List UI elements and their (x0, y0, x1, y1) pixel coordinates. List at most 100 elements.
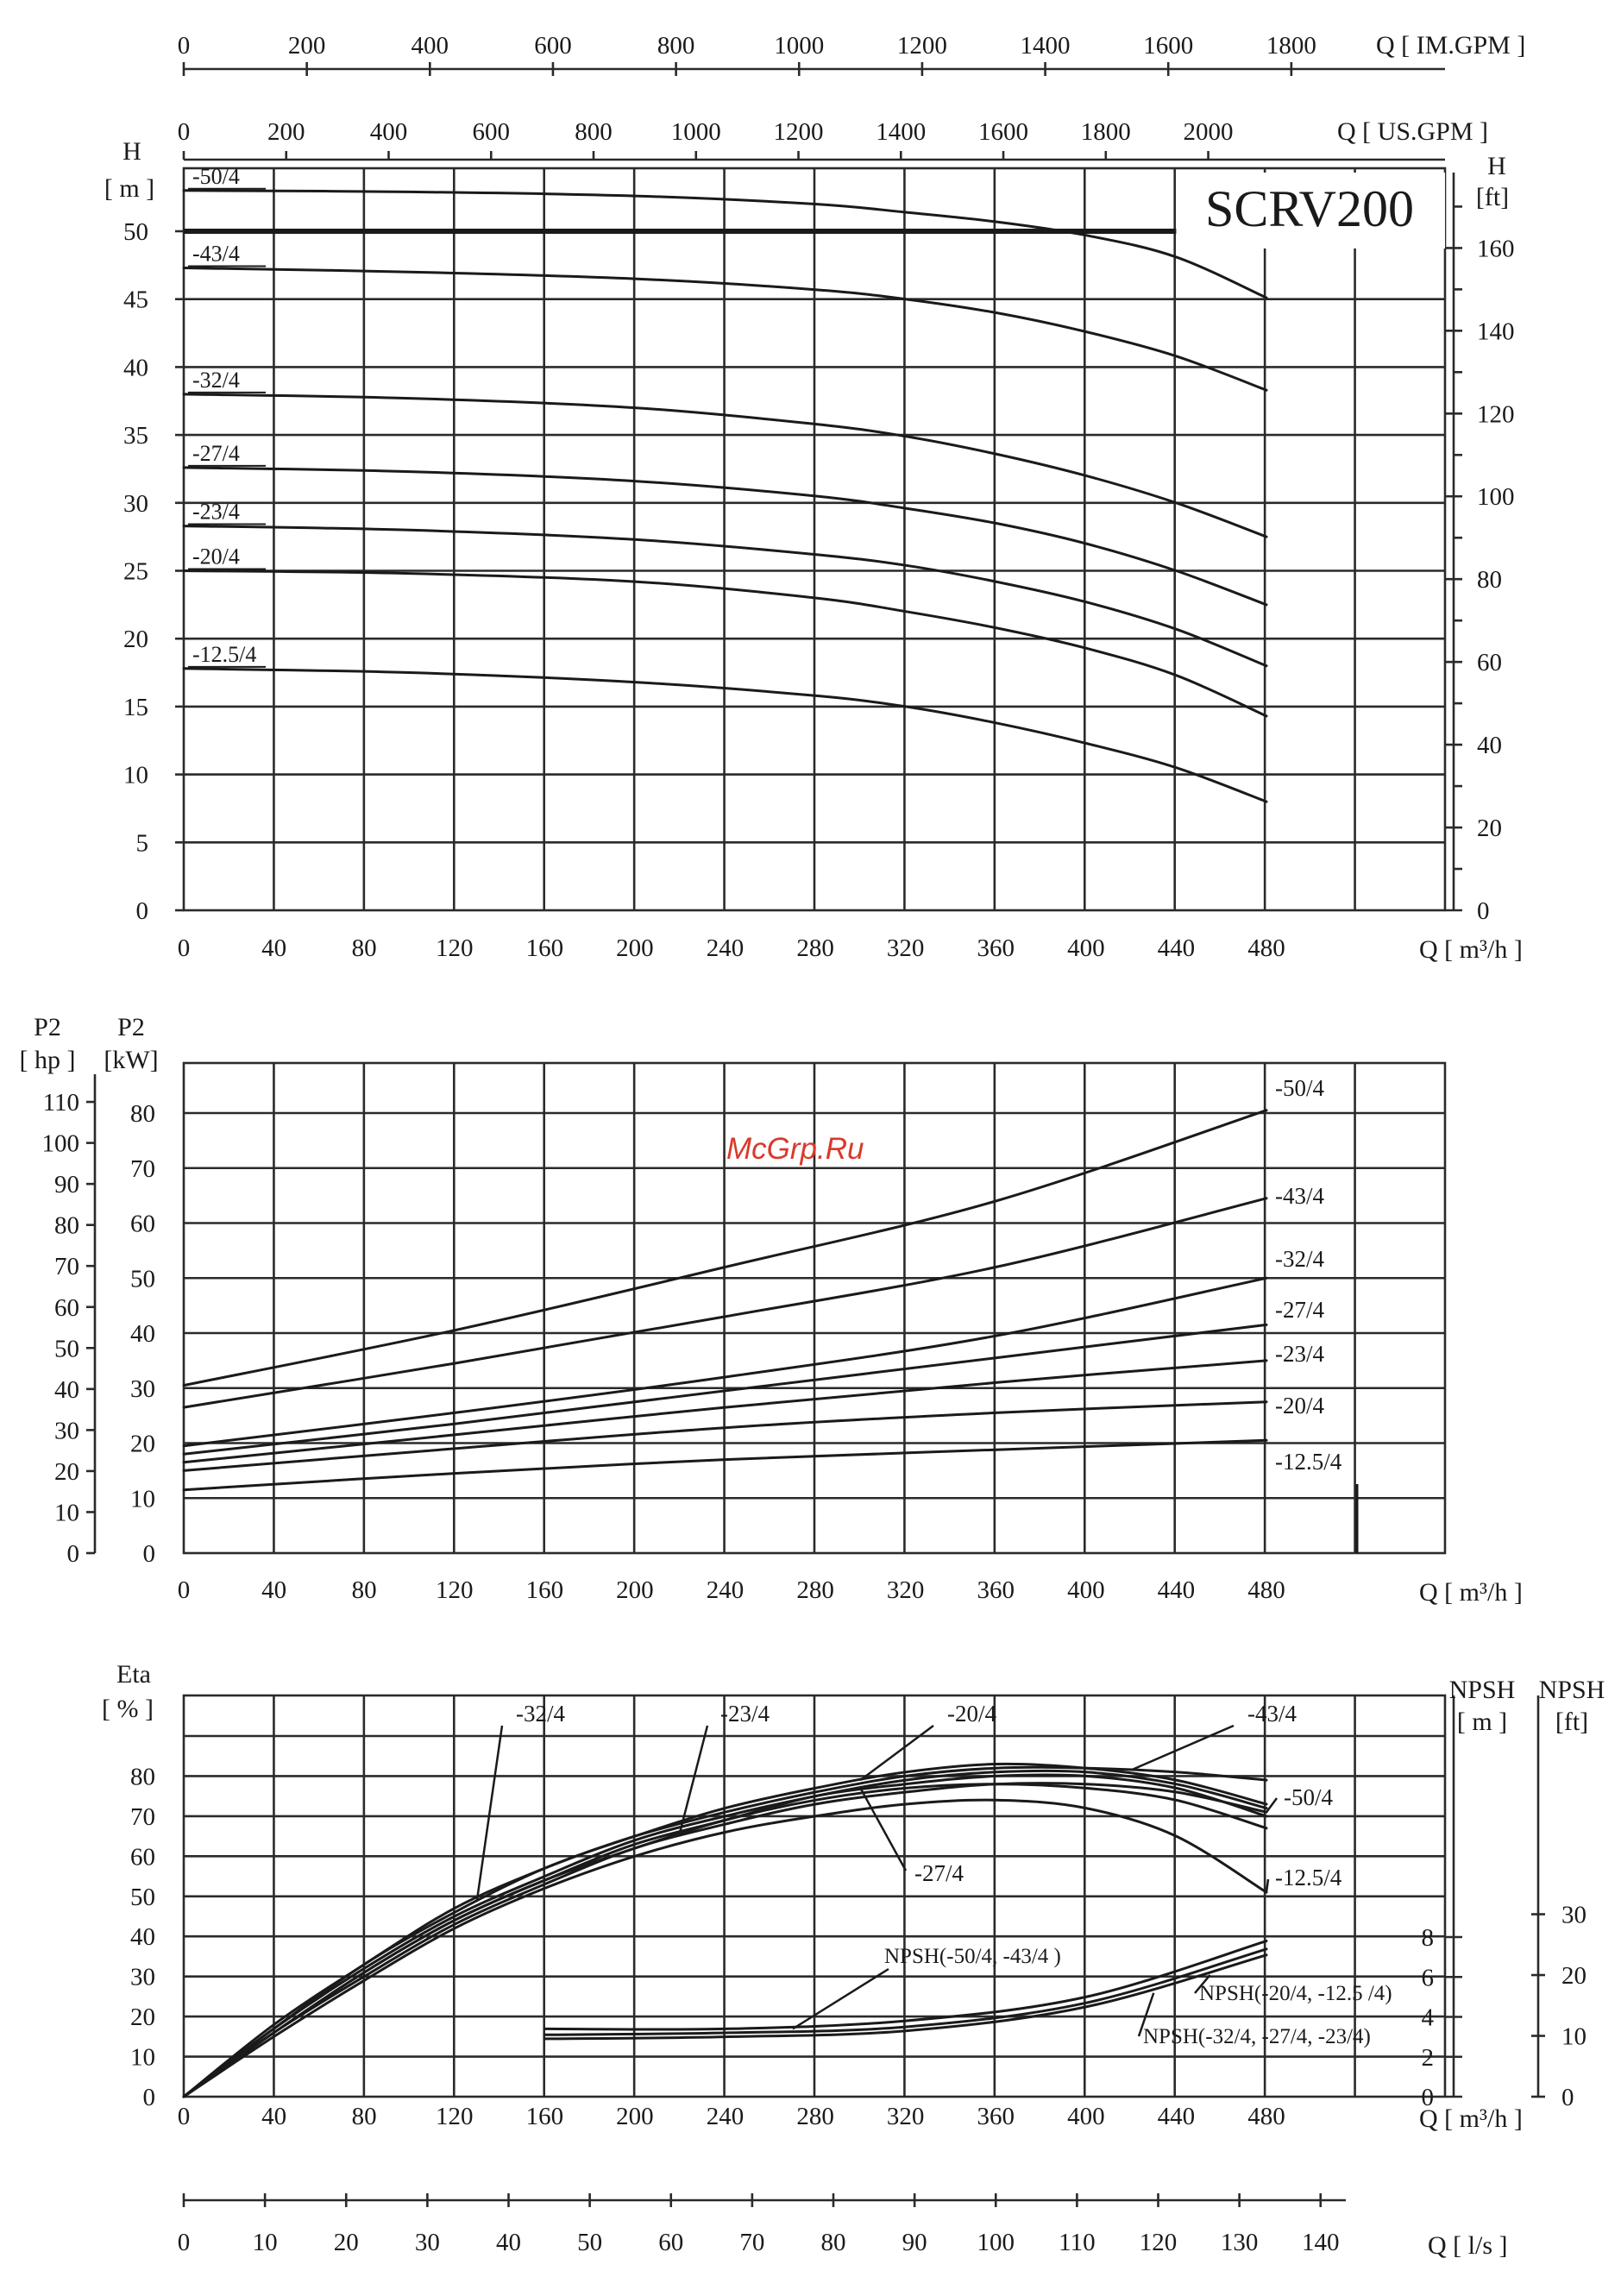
npsh-m-tick-label: 4 (1422, 2004, 1435, 2032)
power-kw-tick-label: 30 (130, 1375, 155, 1403)
head-imgpm-tick-label: 1800 (1266, 32, 1316, 60)
eff-x-axis-label: Q [ m³/h ] (1419, 2104, 1523, 2133)
head-imgpm-axis-label: Q [ IM.GPM ] (1376, 31, 1525, 60)
head-x-axis-label: Q [ m³/h ] (1419, 935, 1523, 964)
power-curve-20-4 (182, 1400, 1268, 1472)
eff-label-leader (859, 1724, 934, 1782)
power-hp-tick-label: 50 (54, 1335, 79, 1362)
power-curve-32-4 (182, 1276, 1268, 1448)
npsh-curve-NPSH-32-4-27-4-23-4 (543, 1947, 1268, 2036)
power-curve-27-4 (182, 1323, 1268, 1456)
ls-tick-label: 130 (1221, 2229, 1259, 2256)
head-usgpm-tick-label: 1200 (774, 118, 824, 146)
ls-axis-label: Q [ l/s ] (1428, 2231, 1508, 2260)
power-curve-12-5-4 (182, 1438, 1268, 1492)
eff-y-tick-label: 0 (143, 2084, 156, 2111)
ls-tick-label: 0 (178, 2229, 191, 2256)
ls-tick-label: 80 (821, 2229, 846, 2256)
head-x-tick-label: 480 (1247, 934, 1285, 962)
eff-x-tick-label: 0 (178, 2103, 191, 2130)
npsh-m-axis-unit: [ m ] (1457, 1708, 1507, 1736)
head-y-tick-label: 5 (136, 829, 149, 857)
ls-tick-label: 90 (902, 2229, 927, 2256)
eff-y-tick-label: 40 (130, 1923, 155, 1951)
head-x-tick-label: 240 (707, 934, 745, 962)
eff-label-leader (1265, 1878, 1270, 1893)
head-curve-23-4 (182, 525, 1268, 668)
npsh-ft-tick-label: 0 (1561, 2084, 1574, 2111)
head-y-tick-label: 35 (123, 422, 148, 450)
head-imgpm-tick-label: 200 (288, 32, 326, 60)
ls-tick-label: 110 (1059, 2229, 1095, 2256)
power-hp-tick-label: 60 (54, 1294, 79, 1322)
head-usgpm-tick-label: 800 (575, 118, 613, 146)
head-imgpm-tick-label: 600 (534, 32, 572, 60)
eff-y-axis-unit: [ % ] (102, 1695, 154, 1723)
head-x-tick-label: 320 (887, 934, 925, 962)
head-imgpm-tick-label: 1400 (1021, 32, 1071, 60)
head-x-tick-label: 160 (526, 934, 564, 962)
eff-y-tick-label: 50 (130, 1884, 155, 1911)
head-x-tick-label: 360 (977, 934, 1015, 962)
eff-curve-12-5-4 (182, 1798, 1268, 2098)
eff-series-label: -43/4 (1247, 1701, 1297, 1727)
head-curve-27-4 (182, 466, 1268, 607)
head-imgpm-tick-label: 1000 (774, 32, 824, 60)
head-x-tick-label: 400 (1067, 934, 1105, 962)
eff-x-tick-label: 480 (1247, 2103, 1285, 2130)
power-x-tick-label: 200 (616, 1576, 654, 1604)
head-imgpm-tick-label: 0 (178, 32, 191, 60)
power-hp-tick-label: 0 (67, 1540, 80, 1568)
npsh-ft-axis-label: NPSH (1539, 1676, 1605, 1704)
eff-x-tick-label: 400 (1067, 2103, 1105, 2130)
npsh-curve-NPSH-20-4-12-5-4 (543, 1953, 1268, 2041)
power-hp-tick-label: 90 (54, 1171, 79, 1198)
eff-x-tick-label: 360 (977, 2103, 1015, 2130)
npsh-ft-tick-label: 10 (1561, 2023, 1586, 2051)
eff-label-leader (1130, 1724, 1235, 1771)
head-y-tick-label: 40 (123, 354, 148, 381)
power-x-tick-label: 160 (526, 1576, 564, 1604)
head-usgpm-axis-label: Q [ US.GPM ] (1337, 117, 1488, 146)
head-series-label: -23/4 (192, 500, 240, 525)
power-kw-axis-unit: [kW] (104, 1046, 158, 1074)
eff-label-leader (859, 1787, 908, 1871)
eff-x-tick-label: 280 (796, 2103, 834, 2130)
power-x-tick-label: 320 (887, 1576, 925, 1604)
head-ft-tick-label: 120 (1477, 400, 1515, 428)
head-curve-32-4 (182, 393, 1268, 538)
eff-curve-23-4 (182, 1769, 1268, 2098)
eff-curve-27-4 (182, 1783, 1268, 2098)
head-x-tick-label: 200 (616, 934, 654, 962)
power-hp-tick-label: 10 (54, 1499, 79, 1526)
head-y-axis-label: H (123, 137, 141, 166)
ls-tick-label: 120 (1140, 2229, 1178, 2256)
ls-tick-label: 60 (658, 2229, 683, 2256)
eff-curve-32-4 (182, 1762, 1268, 2098)
npsh-label-leader (1194, 1974, 1211, 1994)
head-imgpm-tick-label: 800 (657, 32, 695, 60)
head-curve-43-4 (182, 267, 1268, 392)
eff-series-label: -20/4 (947, 1701, 996, 1727)
eff-x-tick-label: 200 (616, 2103, 654, 2130)
power-hp-tick-label: 20 (54, 1458, 79, 1486)
ls-tick-label: 20 (334, 2229, 359, 2256)
head-ft-tick-label: 140 (1477, 318, 1515, 345)
npsh-label-leader (792, 1967, 889, 2030)
head-ft-tick-label: 40 (1477, 732, 1502, 759)
npsh-series-label: NPSH(-20/4, -12.5 /4) (1199, 1982, 1392, 2005)
head-x-tick-label: 120 (436, 934, 474, 962)
head-usgpm-tick-label: 200 (267, 118, 305, 146)
head-x-tick-label: 40 (261, 934, 286, 962)
head-series-label: -50/4 (192, 164, 240, 189)
power-series-label: -43/4 (1275, 1183, 1324, 1209)
eff-y-tick-label: 30 (130, 1964, 155, 1991)
power-kw-tick-label: 80 (130, 1100, 155, 1128)
eff-curve-50-4 (182, 1782, 1268, 2098)
head-ft-axis-unit: [ft] (1476, 183, 1509, 211)
ls-tick-label: 70 (739, 2229, 764, 2256)
power-kw-tick-label: 20 (130, 1431, 155, 1458)
power-x-tick-label: 0 (178, 1576, 191, 1604)
head-imgpm-tick-label: 1200 (897, 32, 947, 60)
